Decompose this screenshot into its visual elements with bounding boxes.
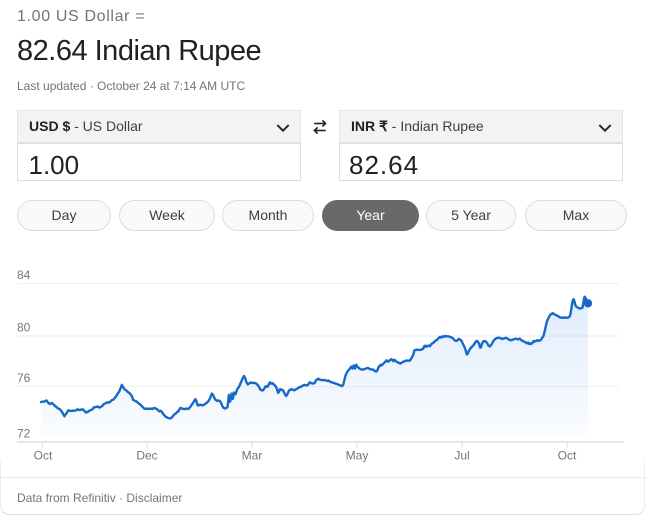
svg-text:80: 80: [17, 321, 31, 335]
svg-text:Mar: Mar: [242, 449, 263, 463]
svg-text:Oct: Oct: [34, 449, 53, 463]
svg-text:Oct: Oct: [558, 449, 577, 463]
svg-text:76: 76: [17, 371, 31, 385]
svg-text:84: 84: [17, 268, 31, 282]
svg-text:May: May: [346, 449, 369, 463]
svg-text:Dec: Dec: [136, 449, 157, 463]
svg-text:72: 72: [17, 426, 31, 440]
svg-text:Jul: Jul: [454, 449, 469, 463]
